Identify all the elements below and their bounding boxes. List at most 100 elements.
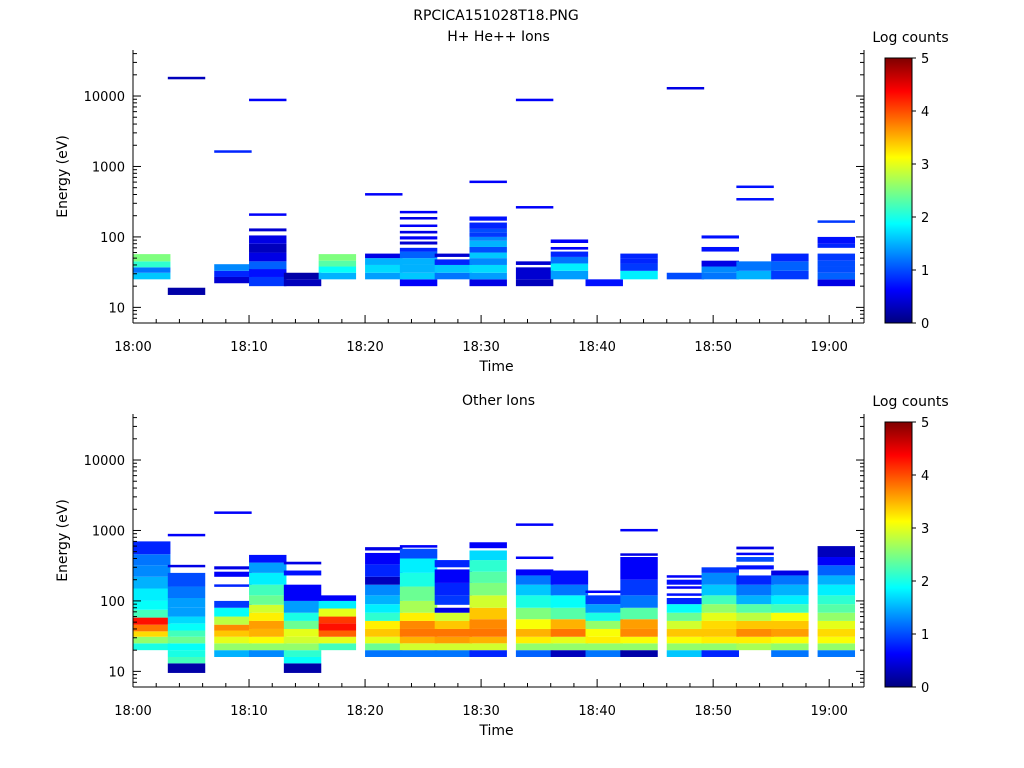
data-cell-1-12: [167, 564, 206, 568]
data-cell-11-4: [550, 246, 589, 250]
data-cell-16-1: [736, 636, 774, 644]
data-cell-0-8: [133, 576, 171, 589]
data-cell-4-4: [283, 636, 322, 644]
data-cell-1-8: [167, 607, 206, 617]
data-cell-13-1: [620, 263, 658, 271]
data-cell-14-2: [666, 636, 705, 644]
data-cell-8-0: [434, 272, 473, 280]
data-cell-5-5: [318, 608, 357, 617]
data-cell-10-7: [515, 584, 554, 596]
data-cell-3-2: [249, 261, 287, 270]
data-cell-13-1: [620, 643, 658, 651]
data-cell-10-3: [515, 206, 554, 209]
data-cell-0-2: [133, 261, 171, 268]
data-cell-1-3: [167, 643, 206, 651]
data-cell-4-8: [283, 600, 322, 613]
data-cell-6-8: [365, 584, 403, 596]
data-cell-10-0: [515, 650, 554, 657]
data-cell-16-5: [736, 604, 774, 613]
data-cell-14-4: [666, 620, 705, 629]
data-cell-18-7: [817, 595, 856, 605]
data-cell-4-0: [283, 279, 322, 287]
data-cell-3-7: [249, 595, 287, 605]
data-cell-6-1: [365, 643, 403, 651]
data-cell-14-7: [666, 598, 705, 605]
data-cell-2-7: [214, 600, 252, 608]
data-cell-18-11: [817, 557, 856, 566]
data-cell-17-5: [771, 612, 809, 621]
data-cell-15-3: [701, 246, 739, 252]
data-cell-4-7: [283, 612, 322, 621]
data-cell-1-5: [167, 630, 206, 637]
data-cell-17-2: [771, 636, 809, 644]
data-cell-1-4: [167, 636, 206, 644]
data-cell-13-2: [620, 636, 658, 644]
data-cell-7-6: [399, 600, 438, 613]
data-cell-9-11: [469, 216, 507, 221]
data-cell-11-0: [550, 650, 589, 657]
data-cell-12-5: [585, 612, 623, 621]
data-cell-2-0: [214, 276, 252, 284]
data-cell-6-2: [365, 258, 403, 265]
data-cell-2-4: [214, 624, 252, 631]
panel-title: H+ He++ Ions: [447, 29, 550, 45]
data-cell-10-9: [515, 569, 554, 576]
data-cell-0-6: [133, 600, 171, 610]
data-cell-10-0: [515, 279, 554, 287]
data-cell-18-3: [817, 628, 856, 637]
data-cell-5-0: [318, 272, 357, 280]
data-cell-9-3: [469, 258, 507, 265]
data-cell-2-9: [214, 571, 252, 577]
colorbar-tick-label: 5: [921, 52, 929, 67]
data-cell-0-2: [133, 631, 171, 637]
data-cell-0-4: [133, 617, 171, 625]
x-tick-label: 18:00: [114, 704, 151, 719]
data-cell-9-4: [469, 619, 507, 629]
data-cell-15-0: [701, 272, 739, 280]
data-cell-15-4: [701, 235, 739, 239]
data-cell-18-9: [817, 575, 856, 585]
data-cell-7-4: [399, 620, 438, 629]
data-cell-2-3: [214, 150, 252, 153]
data-cell-9-6: [469, 595, 507, 608]
x-tick-label: 18:40: [578, 340, 615, 355]
colorbar-label: Log counts: [872, 394, 948, 410]
data-cell-8-10: [434, 560, 473, 568]
data-cell-10-2: [515, 636, 554, 644]
data-cell-17-3: [771, 628, 809, 637]
data-cell-13-10: [620, 528, 658, 532]
figure-title: RPCICA151028T18.PNG: [413, 8, 578, 24]
data-cell-3-1: [249, 269, 287, 277]
data-cell-9-0: [469, 279, 507, 287]
data-cell-8-2: [434, 636, 473, 644]
data-cell-9-9: [469, 560, 507, 572]
data-cell-8-0: [434, 650, 473, 657]
data-cell-6-4: [365, 620, 403, 629]
data-cell-6-9: [365, 576, 403, 585]
colorbar-tick-label: 2: [921, 575, 929, 590]
data-cell-0-3: [133, 254, 171, 262]
data-cell-6-5: [365, 612, 403, 621]
data-cell-13-5: [620, 607, 658, 620]
data-cell-14-1: [666, 643, 705, 651]
data-cell-7-4: [399, 251, 438, 259]
data-cell-14-10: [666, 579, 705, 585]
data-cell-7-0: [399, 279, 438, 287]
x-tick-label: 18:00: [114, 340, 151, 355]
data-cell-8-3: [434, 253, 473, 257]
data-cell-16-3: [736, 185, 774, 189]
x-axis-label: Time: [478, 359, 513, 375]
data-cell-13-0: [620, 270, 658, 280]
data-cell-14-11: [666, 575, 705, 578]
data-cell-14-0: [666, 650, 705, 657]
data-cell-3-9: [249, 572, 287, 585]
data-cell-17-2: [771, 253, 809, 262]
data-cell-3-0: [249, 276, 287, 287]
data-cell-9-5: [469, 607, 507, 620]
y-tick-label: 10000: [84, 454, 125, 469]
data-cell-4-1: [283, 656, 322, 664]
data-cell-4-5: [283, 628, 322, 637]
data-cell-8-1: [434, 264, 473, 273]
data-cell-1-10: [167, 586, 206, 598]
data-cell-12-1: [585, 643, 623, 651]
